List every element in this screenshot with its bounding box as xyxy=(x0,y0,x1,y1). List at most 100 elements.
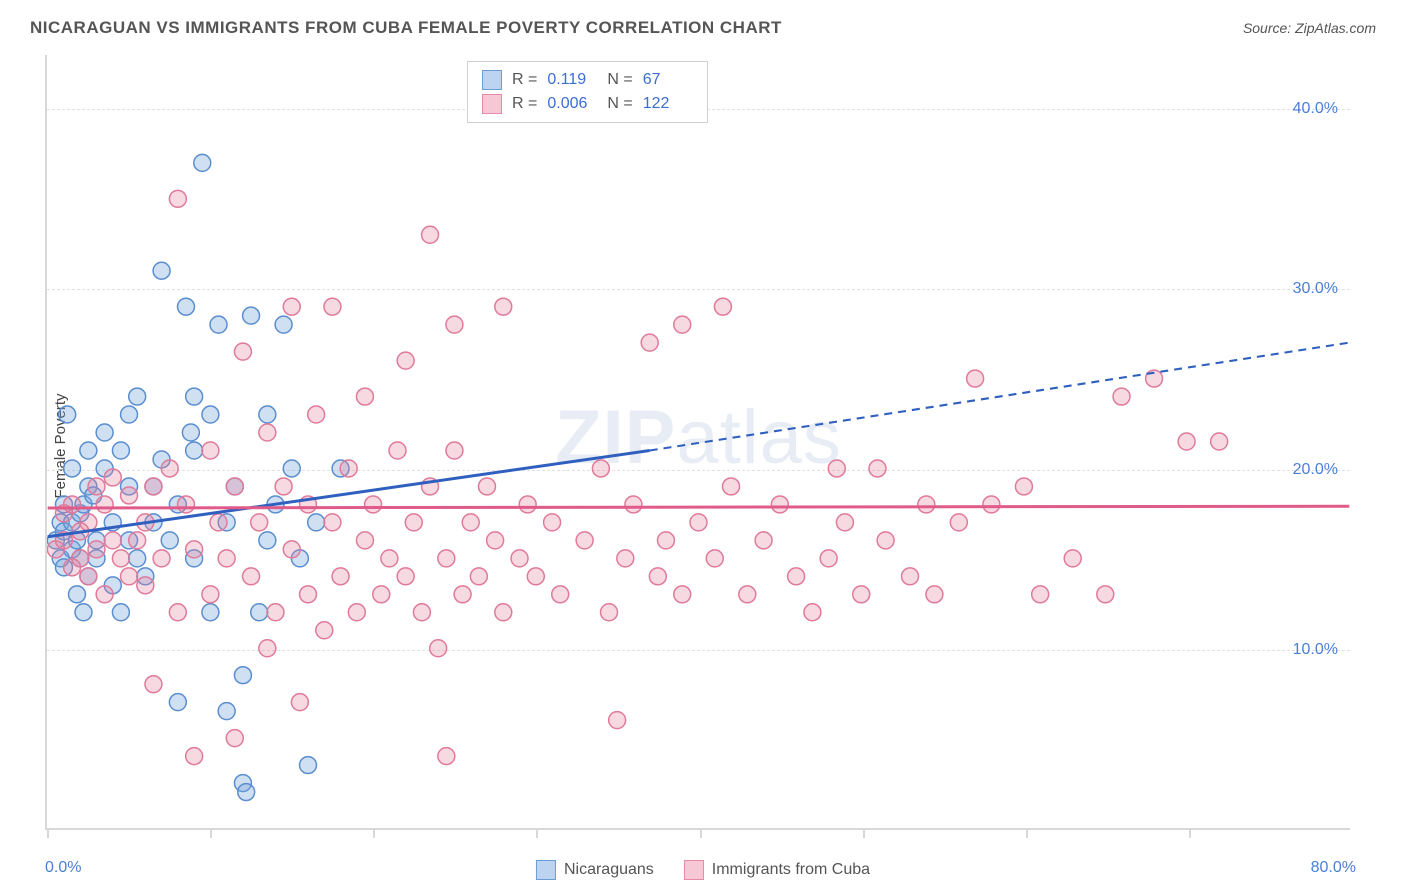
data-point xyxy=(291,694,308,711)
r-label: R = xyxy=(512,71,537,89)
x-tick xyxy=(1026,828,1028,838)
data-point xyxy=(104,532,121,549)
data-point xyxy=(356,388,373,405)
correlation-legend: R = 0.119 N = 67 R = 0.006 N = 122 xyxy=(467,61,708,123)
data-point xyxy=(487,532,504,549)
data-point xyxy=(137,577,154,594)
bottom-legend-cuba: Immigrants from Cuba xyxy=(684,860,870,880)
data-point xyxy=(178,496,195,513)
swatch-cuba-icon xyxy=(684,860,704,880)
x-axis-min-label: 0.0% xyxy=(45,859,81,877)
data-point xyxy=(967,370,984,387)
data-point xyxy=(243,568,260,585)
data-point xyxy=(788,568,805,585)
r-value-nicaraguans: 0.119 xyxy=(547,71,597,89)
x-tick xyxy=(47,828,49,838)
x-tick xyxy=(700,828,702,838)
data-point xyxy=(706,550,723,567)
data-point xyxy=(519,496,536,513)
data-point xyxy=(218,703,235,720)
data-point xyxy=(186,748,203,765)
data-point xyxy=(983,496,1000,513)
data-point xyxy=(234,343,251,360)
data-point xyxy=(129,550,146,567)
data-point xyxy=(413,604,430,621)
data-point xyxy=(601,604,618,621)
data-point xyxy=(129,532,146,549)
data-point xyxy=(324,298,341,315)
data-point xyxy=(918,496,935,513)
data-point xyxy=(527,568,544,585)
data-point xyxy=(926,586,943,603)
data-point xyxy=(88,478,105,495)
data-point xyxy=(1113,388,1130,405)
data-point xyxy=(1211,433,1228,450)
data-point xyxy=(397,568,414,585)
data-point xyxy=(356,532,373,549)
data-point xyxy=(397,352,414,369)
data-point xyxy=(80,442,97,459)
data-point xyxy=(690,514,707,531)
data-point xyxy=(275,478,292,495)
data-point xyxy=(641,334,658,351)
x-tick xyxy=(373,828,375,838)
data-point xyxy=(121,406,138,423)
data-point xyxy=(251,514,268,531)
data-point xyxy=(446,442,463,459)
data-point xyxy=(259,406,276,423)
data-point xyxy=(625,496,642,513)
data-point xyxy=(316,622,333,639)
x-axis-max-label: 80.0% xyxy=(1311,859,1356,877)
trend-line xyxy=(48,506,1350,508)
data-point xyxy=(121,568,138,585)
data-point xyxy=(828,460,845,477)
data-point xyxy=(80,514,97,531)
x-tick xyxy=(863,828,865,838)
data-point xyxy=(430,640,447,657)
chart-title: NICARAGUAN VS IMMIGRANTS FROM CUBA FEMAL… xyxy=(30,18,782,38)
data-point xyxy=(495,604,512,621)
data-point xyxy=(422,226,439,243)
data-point xyxy=(161,460,178,477)
data-point xyxy=(75,604,92,621)
data-point xyxy=(145,676,162,693)
data-point xyxy=(283,460,300,477)
data-point xyxy=(324,514,341,531)
data-point xyxy=(340,460,357,477)
data-point xyxy=(308,514,325,531)
r-value-cuba: 0.006 xyxy=(547,95,597,113)
data-point xyxy=(226,478,243,495)
data-point xyxy=(723,478,740,495)
data-point xyxy=(259,424,276,441)
data-point xyxy=(210,316,227,333)
data-point xyxy=(186,541,203,558)
data-point xyxy=(1032,586,1049,603)
data-point xyxy=(234,667,251,684)
data-point xyxy=(72,550,89,567)
data-point xyxy=(1015,478,1032,495)
data-point xyxy=(454,586,471,603)
data-point xyxy=(820,550,837,567)
source-attribution: Source: ZipAtlas.com xyxy=(1243,20,1376,36)
data-point xyxy=(381,550,398,567)
bottom-legend-label: Nicaraguans xyxy=(564,861,654,878)
data-point xyxy=(153,550,170,567)
data-point xyxy=(1097,586,1114,603)
data-point xyxy=(202,586,219,603)
legend-row-cuba: R = 0.006 N = 122 xyxy=(482,92,693,116)
data-point xyxy=(332,568,349,585)
data-point xyxy=(283,298,300,315)
data-point xyxy=(259,640,276,657)
data-point xyxy=(771,496,788,513)
data-point xyxy=(169,694,186,711)
r-label: R = xyxy=(512,95,537,113)
x-tick xyxy=(1189,828,1191,838)
data-point xyxy=(251,604,268,621)
data-point xyxy=(68,586,85,603)
data-point xyxy=(739,586,756,603)
data-point xyxy=(267,604,284,621)
n-label: N = xyxy=(607,95,632,113)
data-point xyxy=(950,514,967,531)
data-point xyxy=(389,442,406,459)
bottom-legend-label: Immigrants from Cuba xyxy=(712,861,870,878)
